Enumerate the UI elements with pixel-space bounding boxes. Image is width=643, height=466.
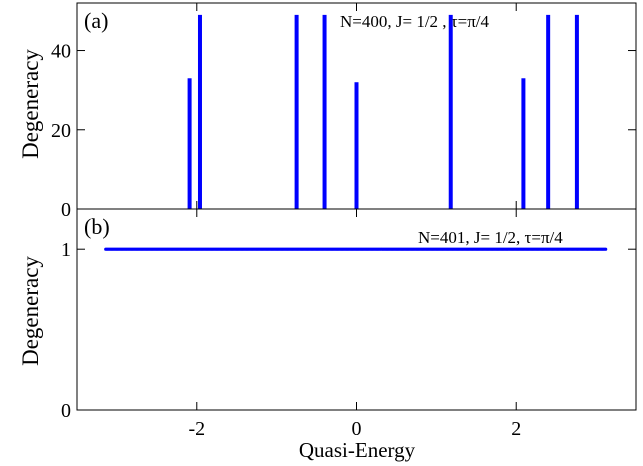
panel-a-bar xyxy=(322,14,327,210)
panel-a-y-ticks: 0 20 40 xyxy=(51,41,636,221)
panel-b-annotation: N=401, J= 1/2, τ=π/4 xyxy=(418,228,563,247)
panel-b-y-tick-label: 0 xyxy=(61,400,71,422)
panel-a-bar xyxy=(294,14,299,210)
panel-b-x-tick-label: 2 xyxy=(511,418,521,440)
panel-a-bar xyxy=(546,14,551,210)
panel-b-ylabel: Degeneracy xyxy=(18,256,43,366)
panel-a-bars xyxy=(187,14,579,210)
panel-a-bar xyxy=(574,14,579,210)
panel-b-y-ticks: 01 xyxy=(61,239,636,422)
panel-a-y-tick-label: 40 xyxy=(51,41,71,63)
panel-b-xlabel: Quasi-Energy xyxy=(299,438,416,462)
panel-b-y-tick-label: 1 xyxy=(61,239,71,261)
panel-b-point xyxy=(604,247,608,251)
panel-b-x-tick-label: 0 xyxy=(352,418,362,440)
panel-a-label: (a) xyxy=(84,8,108,33)
panel-a-annotation: N=400, J= 1/2 , τ=π/4 xyxy=(340,12,490,31)
panel-a-bar xyxy=(197,14,202,210)
panel-b-x-tick-label: -2 xyxy=(188,418,205,440)
panel-b: (b) N=401, J= 1/2, τ=π/4 Degeneracy Quas… xyxy=(18,208,637,462)
panel-b-points xyxy=(104,247,608,251)
panel-a: (a) N=400, J= 1/2 , τ=π/4 Degeneracy 0 20… xyxy=(18,2,637,221)
panel-b-label: (b) xyxy=(84,214,110,239)
panel-a-bar xyxy=(187,78,192,210)
panel-a-y-tick-label: 0 xyxy=(61,199,71,221)
panel-a-bar xyxy=(448,14,453,210)
panel-b-x-ticks: -2 0 2 xyxy=(188,209,521,440)
panel-a-y-tick-label: 20 xyxy=(51,120,71,142)
panel-a-bar xyxy=(521,78,526,210)
panel-a-ylabel: Degeneracy xyxy=(18,49,43,159)
panel-a-bar xyxy=(354,82,359,209)
